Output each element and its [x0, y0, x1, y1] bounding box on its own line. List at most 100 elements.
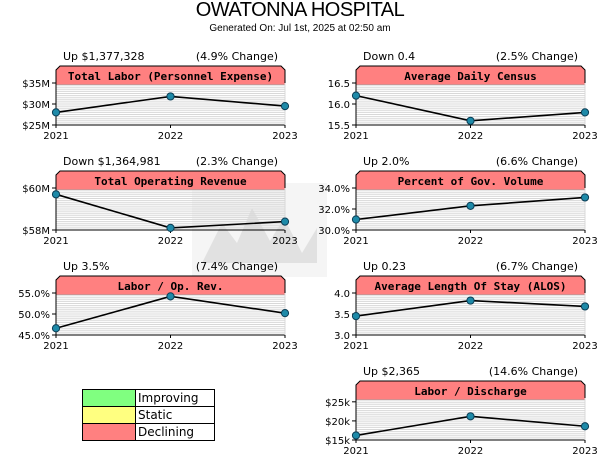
data-point — [466, 296, 475, 305]
data-point — [351, 312, 361, 321]
chart-title: Total Labor (Personnel Expense) — [68, 70, 273, 83]
x-tick-label: 2023 — [572, 446, 597, 457]
change-percent: (7.4% Change) — [196, 260, 278, 273]
legend-item-static: Static — [82, 406, 215, 424]
data-point — [466, 201, 475, 210]
x-tick-label: 2022 — [458, 236, 483, 247]
data-point — [351, 91, 361, 100]
y-tick-label: $20k — [325, 417, 350, 428]
y-tick-label: 34.0% — [318, 184, 350, 195]
data-point — [51, 190, 61, 199]
data-point — [351, 215, 361, 224]
page-title: OWATONNA HOSPITAL — [195, 0, 405, 21]
y-tick-label: $25M — [22, 121, 50, 132]
y-tick-label: 4.0 — [334, 289, 350, 300]
change-percent: (6.7% Change) — [496, 260, 578, 273]
x-tick-label: 2022 — [158, 341, 183, 352]
data-point — [351, 431, 361, 440]
x-tick-label: 2023 — [572, 131, 597, 142]
change-amount: Up $1,377,328 — [63, 50, 145, 63]
y-tick-label: 32.0% — [318, 205, 350, 216]
generated-timestamp: Generated On: Jul 1st, 2025 at 02:50 am — [209, 23, 391, 34]
data-point — [580, 302, 590, 311]
chart-title: Average Length Of Stay (ALOS) — [374, 280, 566, 293]
change-percent: (2.3% Change) — [196, 155, 278, 168]
data-point — [580, 422, 590, 431]
change-amount: Up 3.5% — [63, 260, 109, 273]
chart-panel-labor-op-rev: Up 3.5% (7.4% Change) Labor / Op. Rev. 55.0… — [18, 260, 298, 352]
x-tick-label: 2023 — [272, 131, 297, 142]
data-point — [580, 108, 590, 117]
legend-label: Static — [135, 406, 215, 424]
x-tick-label: 2022 — [458, 131, 483, 142]
x-tick-label: 2021 — [43, 341, 68, 352]
data-point — [51, 108, 61, 117]
x-tick-label: 2023 — [272, 341, 297, 352]
x-tick-label: 2021 — [343, 341, 368, 352]
legend-swatch-static — [82, 406, 136, 424]
data-point — [466, 412, 475, 421]
data-point — [280, 309, 290, 318]
chart-panel-labor-discharge: Up $2,365 (14.6% Change) Labor / Discharge… — [325, 365, 598, 457]
y-tick-label: 3.5 — [334, 310, 350, 321]
legend-item-declining: Declining — [82, 423, 215, 441]
y-tick-label: 55.0% — [18, 289, 50, 300]
change-amount: Down $1,364,981 — [63, 155, 161, 168]
legend: Improving Static Declining — [82, 389, 215, 441]
change-amount: Up 0.23 — [363, 260, 406, 273]
y-tick-label: 30.0% — [318, 226, 350, 237]
data-point — [280, 102, 290, 111]
legend-label: Improving — [135, 389, 215, 407]
x-tick-label: 2022 — [158, 131, 183, 142]
y-tick-label: 3.0 — [334, 331, 350, 342]
change-percent: (4.9% Change) — [196, 50, 278, 63]
change-amount: Up $2,365 — [363, 365, 420, 378]
data-point — [166, 92, 175, 101]
chart-title: Percent of Gov. Volume — [398, 175, 544, 188]
x-tick-label: 2021 — [43, 131, 68, 142]
change-percent: (6.6% Change) — [496, 155, 578, 168]
x-tick-label: 2023 — [572, 236, 597, 247]
x-tick-label: 2023 — [272, 236, 297, 247]
y-tick-label: $25k — [325, 398, 350, 409]
data-point — [466, 116, 475, 125]
y-tick-label: $58M — [22, 226, 50, 237]
chart-title: Average Daily Census — [404, 70, 536, 83]
chart-panel-total-operating-revenue: Down $1,364,981 (2.3% Change) Total Operat… — [22, 155, 297, 247]
x-tick-label: 2021 — [43, 236, 68, 247]
data-point — [166, 223, 175, 233]
y-tick-label: 16.5 — [328, 79, 350, 90]
y-tick-label: 50.0% — [18, 310, 50, 321]
chart-panel-alos: Up 0.23 (6.7% Change) Average Length Of St… — [334, 260, 598, 352]
data-point — [580, 193, 590, 202]
legend-label: Declining — [135, 423, 215, 441]
chart-panel-total-labor: Up $1,377,328 (4.9% Change) Total Labor (P… — [22, 50, 297, 142]
y-tick-label: $30M — [22, 100, 50, 111]
y-tick-label: 45.0% — [18, 331, 50, 342]
change-percent: (14.6% Change) — [489, 365, 578, 378]
data-point — [166, 292, 175, 301]
x-tick-label: 2022 — [458, 341, 483, 352]
legend-swatch-declining — [82, 423, 136, 441]
data-point — [280, 217, 290, 226]
y-tick-label: 15.5 — [328, 121, 350, 132]
x-tick-label: 2021 — [343, 446, 368, 457]
legend-item-improving: Improving — [82, 389, 215, 407]
data-point — [51, 324, 61, 333]
y-tick-label: $35M — [22, 79, 50, 90]
x-tick-label: 2022 — [458, 446, 483, 457]
x-tick-label: 2021 — [343, 131, 368, 142]
y-tick-label: 16.0 — [328, 100, 350, 111]
x-tick-label: 2023 — [572, 341, 597, 352]
x-tick-label: 2021 — [343, 236, 368, 247]
change-amount: Down 0.4 — [363, 50, 415, 63]
chart-title: Total Operating Revenue — [94, 175, 247, 188]
change-amount: Up 2.0% — [363, 155, 409, 168]
chart-panel-percent-gov-volume: Up 2.0% (6.6% Change) Percent of Gov. Volu… — [318, 155, 598, 247]
change-percent: (2.5% Change) — [496, 50, 578, 63]
chart-title: Labor / Discharge — [414, 385, 527, 398]
y-tick-label: $60M — [22, 184, 50, 195]
legend-swatch-improving — [82, 389, 136, 407]
chart-title: Labor / Op. Rev. — [118, 280, 224, 293]
y-tick-label: $15k — [325, 436, 350, 447]
